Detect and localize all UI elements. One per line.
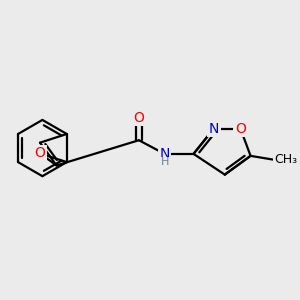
Text: N: N [209, 122, 219, 136]
Text: H: H [160, 158, 169, 167]
Text: N: N [160, 147, 170, 161]
Text: O: O [34, 146, 45, 161]
Text: CH₃: CH₃ [274, 153, 297, 166]
Text: O: O [235, 122, 246, 136]
Text: O: O [134, 111, 144, 124]
